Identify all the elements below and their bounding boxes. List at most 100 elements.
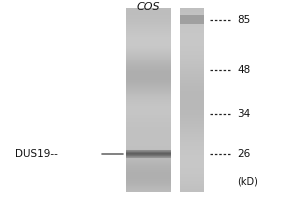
Bar — [126, 159, 171, 160]
Bar — [126, 157, 171, 158]
Bar — [126, 115, 171, 116]
Bar — [126, 155, 171, 156]
Bar — [126, 76, 171, 77]
Bar — [126, 44, 171, 45]
Bar — [180, 182, 204, 183]
Bar — [180, 31, 204, 32]
Bar — [180, 97, 204, 98]
Bar — [126, 117, 171, 118]
Bar — [180, 13, 204, 14]
Bar — [180, 119, 204, 120]
Bar — [180, 82, 204, 83]
Bar — [180, 110, 204, 111]
Bar — [180, 179, 204, 180]
Bar — [126, 156, 171, 157]
Bar — [126, 43, 171, 44]
Bar — [180, 71, 204, 72]
Bar — [180, 166, 204, 167]
Bar — [180, 99, 204, 100]
Bar — [126, 56, 171, 57]
Bar — [126, 57, 171, 58]
Bar — [180, 132, 204, 133]
Bar — [126, 121, 171, 122]
Bar — [126, 20, 171, 21]
Bar — [180, 17, 204, 18]
Bar — [180, 175, 204, 176]
Bar — [126, 33, 171, 34]
Bar — [180, 153, 204, 154]
Bar — [180, 41, 204, 42]
Bar — [180, 77, 204, 78]
Bar — [180, 53, 204, 54]
Bar — [180, 139, 204, 140]
Bar — [126, 126, 171, 127]
Text: (kD): (kD) — [237, 177, 258, 187]
Bar — [180, 59, 204, 60]
Bar — [126, 154, 171, 155]
Bar — [180, 10, 204, 11]
Bar — [180, 183, 204, 184]
Bar — [180, 128, 204, 129]
Bar — [126, 140, 171, 141]
Bar — [126, 107, 171, 108]
Bar — [126, 145, 171, 146]
Bar — [180, 48, 204, 49]
Bar — [126, 143, 171, 144]
Bar — [126, 183, 171, 184]
Bar — [180, 16, 204, 17]
Bar — [180, 76, 204, 77]
Bar — [126, 65, 171, 66]
Bar — [180, 67, 204, 68]
Bar — [180, 177, 204, 178]
Bar — [126, 186, 171, 187]
Bar — [126, 18, 171, 19]
Bar — [126, 188, 171, 189]
Bar — [180, 160, 204, 161]
Bar — [180, 34, 204, 35]
Bar — [180, 149, 204, 150]
Bar — [126, 28, 171, 29]
Bar — [180, 78, 204, 79]
Bar — [126, 161, 171, 162]
Bar — [180, 162, 204, 163]
Bar — [126, 73, 171, 74]
Bar — [126, 181, 171, 182]
Bar — [126, 66, 171, 67]
Bar — [180, 91, 204, 92]
Bar — [126, 109, 171, 110]
Bar — [180, 158, 204, 159]
Bar — [180, 27, 204, 28]
Bar — [180, 187, 204, 188]
Bar — [126, 191, 171, 192]
Bar — [180, 56, 204, 57]
Bar — [126, 88, 171, 89]
Bar — [126, 130, 171, 131]
Bar — [126, 174, 171, 175]
Bar — [126, 113, 171, 114]
Bar — [180, 89, 204, 90]
Bar — [180, 95, 204, 96]
Bar — [126, 163, 171, 164]
Bar — [126, 30, 171, 31]
Bar — [126, 176, 171, 177]
Bar — [126, 158, 171, 159]
Bar — [180, 130, 204, 131]
Bar — [180, 107, 204, 108]
Bar — [180, 37, 204, 38]
Bar — [126, 178, 171, 179]
Bar — [180, 188, 204, 189]
Bar — [126, 152, 171, 153]
Text: DUS19--: DUS19-- — [15, 149, 58, 159]
Bar — [126, 79, 171, 80]
Bar — [180, 172, 204, 173]
Bar — [180, 115, 204, 116]
Bar — [126, 58, 171, 59]
Bar — [126, 166, 171, 167]
Bar — [126, 189, 171, 190]
Bar — [180, 178, 204, 179]
Bar — [126, 51, 171, 52]
Bar — [180, 32, 204, 33]
Bar — [126, 74, 171, 75]
Bar — [126, 45, 171, 46]
Bar — [180, 154, 204, 155]
